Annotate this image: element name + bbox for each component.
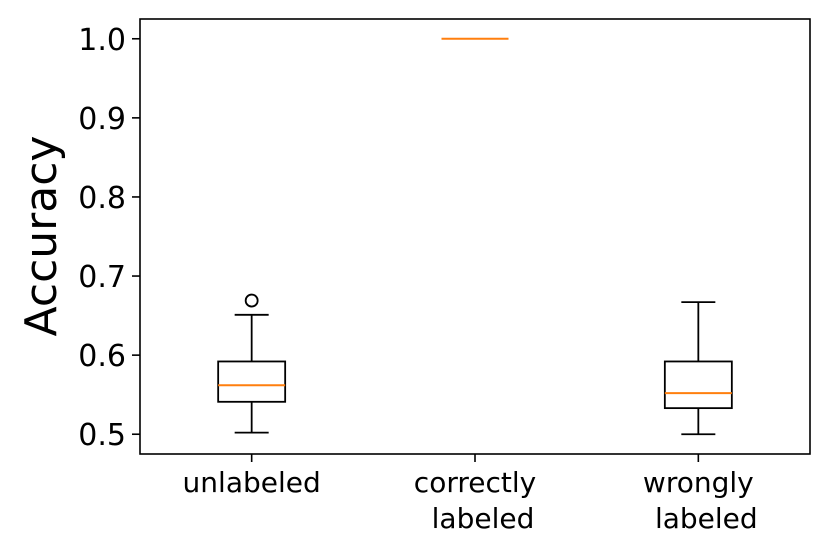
outlier-point xyxy=(244,293,259,308)
iqr-box xyxy=(217,360,287,403)
box-series xyxy=(217,37,733,436)
box-2 xyxy=(663,301,733,436)
y-axis-title: Accuracy xyxy=(16,136,67,337)
iqr-box xyxy=(663,360,733,410)
x-category-label: labeled xyxy=(655,502,758,535)
x-category-label: correctly xyxy=(414,466,536,499)
y-tick-label: 0.9 xyxy=(78,102,126,137)
y-axis-ticks: 0.5 0.6 0.7 0.8 0.9 1.0 xyxy=(78,23,140,453)
y-tick-label: 0.8 xyxy=(78,181,126,216)
plot-frame xyxy=(139,18,811,455)
x-category-label: labeled xyxy=(432,502,535,535)
x-category-label: wrongly xyxy=(643,466,754,499)
y-tick-label: 1.0 xyxy=(78,23,126,58)
y-tick-label: 0.7 xyxy=(78,260,126,295)
box-0 xyxy=(217,293,287,434)
y-tick-label: 0.5 xyxy=(78,418,126,453)
x-category-label: unlabeled xyxy=(183,466,321,499)
y-tick-label: 0.6 xyxy=(78,339,126,374)
